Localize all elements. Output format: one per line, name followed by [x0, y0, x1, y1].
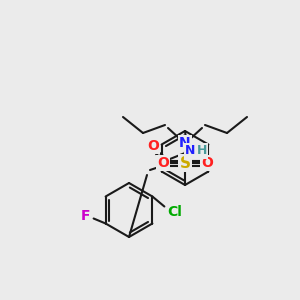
- Text: F: F: [81, 208, 90, 223]
- Text: Cl: Cl: [167, 205, 182, 218]
- Text: N: N: [185, 145, 195, 158]
- Text: O: O: [157, 156, 169, 170]
- Text: O: O: [147, 139, 159, 153]
- Text: H: H: [197, 145, 207, 158]
- Text: N: N: [179, 136, 191, 150]
- Text: O: O: [201, 156, 213, 170]
- Text: S: S: [179, 155, 191, 170]
